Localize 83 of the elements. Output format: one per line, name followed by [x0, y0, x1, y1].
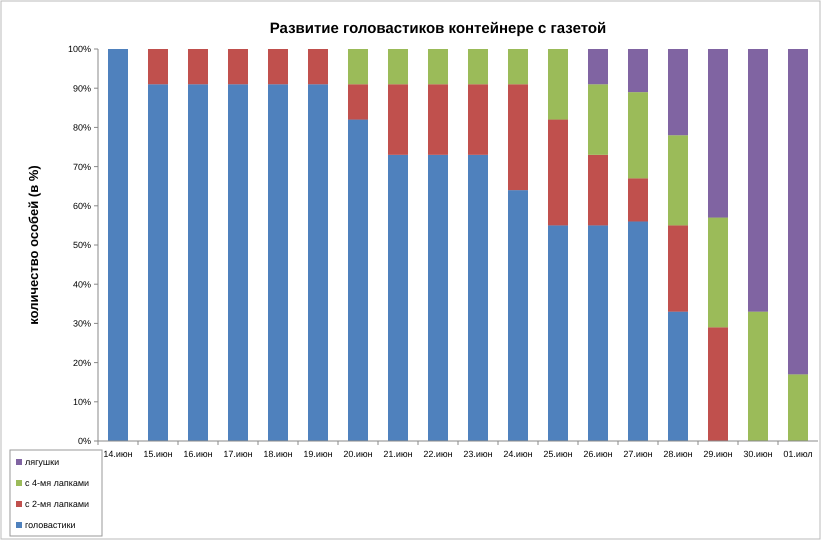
- bar: [428, 49, 448, 84]
- bar: [548, 49, 568, 120]
- x-tick-label: 28.июн: [663, 449, 693, 459]
- x-tick-label: 23.июн: [463, 449, 493, 459]
- bar: [628, 92, 648, 178]
- bar: [708, 218, 728, 328]
- bar: [348, 120, 368, 441]
- bar: [588, 84, 608, 155]
- y-tick-label: 40%: [72, 279, 91, 290]
- y-tick-label: 70%: [72, 162, 91, 172]
- bar: [348, 84, 368, 120]
- x-tick-label: 24.июн: [503, 449, 533, 459]
- bar: [188, 49, 208, 84]
- bar: [508, 49, 528, 84]
- x-tick-label: 22.июн: [423, 449, 453, 459]
- bar: [348, 49, 368, 84]
- bar: [668, 312, 688, 441]
- x-tick-label: 27.июн: [623, 449, 653, 459]
- y-tick-label: 30%: [72, 318, 91, 329]
- bar: [708, 49, 728, 218]
- x-tick-label: 21.июн: [383, 449, 413, 459]
- bar: [428, 154, 448, 441]
- x-tick-label: 19.июн: [303, 449, 333, 459]
- bar: [468, 84, 488, 155]
- bar: [788, 374, 808, 441]
- bar: [228, 84, 248, 441]
- x-tick-label: 29.июн: [703, 449, 733, 459]
- bar: [588, 154, 608, 226]
- legend-label: с 4-мя лапками: [25, 478, 90, 488]
- bar: [388, 154, 408, 441]
- bar: [788, 49, 808, 374]
- x-tick-label: 25.июн: [543, 449, 573, 459]
- bar: [428, 84, 448, 155]
- bar: [548, 225, 568, 441]
- bar: [468, 154, 488, 441]
- x-tick-label: 17.июн: [223, 449, 253, 459]
- bar: [268, 49, 288, 84]
- y-tick-label: 50%: [72, 240, 91, 250]
- y-axis-title: количество особей (в %): [26, 165, 41, 325]
- bar: [588, 225, 608, 441]
- bar: [228, 49, 248, 84]
- bar: [668, 225, 688, 312]
- x-tick-label: 16.июн: [183, 449, 213, 459]
- x-tick-label: 26.июн: [583, 449, 613, 459]
- bar: [148, 49, 168, 84]
- bar: [748, 49, 768, 312]
- bar: [708, 327, 728, 441]
- y-tick-label: 60%: [72, 200, 91, 211]
- bar: [308, 84, 328, 441]
- bar: [628, 221, 648, 441]
- bar: [668, 135, 688, 226]
- bar: [388, 49, 408, 84]
- bar: [748, 312, 768, 441]
- x-tick-label: 01.июл: [783, 449, 813, 459]
- bar: [628, 178, 648, 222]
- legend-label: с 2-мя лапками: [25, 499, 90, 510]
- x-tick-label: 18.июн: [263, 449, 293, 459]
- bar: [668, 49, 688, 136]
- bar: [108, 49, 128, 441]
- y-tick-label: 80%: [72, 122, 91, 133]
- legend-label: головастики: [25, 520, 76, 530]
- y-tick-label: 0%: [78, 436, 91, 446]
- bar: [548, 120, 568, 226]
- bar: [308, 49, 328, 84]
- x-tick-label: 14.июн: [103, 449, 133, 459]
- x-tick-label: 30.июн: [743, 449, 773, 459]
- y-tick-label: 20%: [72, 358, 91, 368]
- bar: [508, 84, 528, 190]
- y-tick-label: 90%: [72, 83, 91, 94]
- chart-title: Развитие головастиков контейнере с газетой: [270, 20, 606, 37]
- x-tick-label: 15.июн: [143, 449, 173, 459]
- legend-label: лягушки: [25, 457, 60, 468]
- y-tick-label: 100%: [68, 44, 91, 54]
- bar: [628, 49, 648, 92]
- bar: [188, 84, 208, 441]
- y-tick-label: 10%: [72, 396, 91, 407]
- bar: [268, 84, 288, 441]
- bar: [508, 190, 528, 441]
- bar: [388, 84, 408, 155]
- bar: [148, 84, 168, 441]
- bar: [588, 49, 608, 84]
- bar: [468, 49, 488, 84]
- x-tick-label: 20.июн: [343, 449, 373, 459]
